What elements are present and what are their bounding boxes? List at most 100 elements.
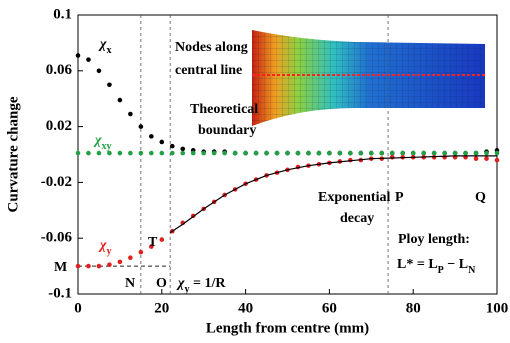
annotation: T [148, 235, 158, 250]
data-point [76, 151, 81, 156]
data-point [201, 151, 206, 156]
y-tick-label: -0.02 [41, 174, 72, 190]
annotation: χy = 1/R [176, 276, 226, 295]
annotation-part: − L [444, 257, 468, 272]
annotation: P [395, 190, 404, 205]
annotation-part: boundary [198, 123, 256, 138]
data-point [390, 151, 395, 156]
data-point [390, 155, 395, 160]
x-axis-label: Length from centre (mm) [206, 320, 369, 336]
data-point [128, 151, 133, 156]
data-point [160, 151, 165, 156]
data-point [275, 151, 280, 156]
x-tick-label: 20 [154, 300, 169, 316]
y-axis-label: Curvature change [5, 96, 21, 212]
data-point [442, 151, 447, 156]
annotation-subscript: xy [102, 141, 112, 152]
data-point [421, 151, 426, 156]
data-point [212, 151, 217, 156]
data-point [128, 255, 133, 260]
data-point [222, 151, 227, 156]
annotation-subscript: N [468, 265, 476, 276]
annotation-subscript: y [107, 246, 112, 257]
data-point [86, 57, 91, 62]
data-point [118, 260, 123, 265]
annotation: decay [340, 211, 374, 226]
data-point [306, 151, 311, 156]
annotation: L* = LP − LN [397, 257, 476, 276]
data-point [484, 156, 489, 161]
data-point [97, 264, 102, 269]
x-tick-label: 40 [238, 300, 253, 316]
data-point [495, 151, 500, 156]
annotation: boundary [198, 123, 256, 138]
annotation-part: Q [475, 190, 486, 205]
data-point [264, 151, 269, 156]
annotation-part: Ploy length: [398, 232, 470, 247]
data-point [243, 151, 248, 156]
data-point [139, 124, 144, 129]
annotation: Ploy length: [398, 232, 470, 247]
data-point [338, 151, 343, 156]
data-point [400, 151, 405, 156]
y-tick-label: 0.02 [46, 118, 72, 134]
annotation: O [156, 276, 167, 291]
y-tick-label: -0.06 [41, 230, 73, 246]
annotation: Q [475, 190, 486, 205]
data-point [180, 151, 185, 156]
annotation: Nodes along [175, 40, 248, 55]
annotation-part: M [54, 260, 67, 275]
data-point [86, 264, 91, 269]
data-point [76, 53, 81, 58]
annotation-part: P [395, 190, 404, 205]
data-point [254, 151, 259, 156]
data-point [233, 151, 238, 156]
annotation-part: Theoretical [190, 102, 258, 117]
data-point [107, 262, 112, 267]
data-point [348, 151, 353, 156]
data-point [379, 151, 384, 156]
annotation-part: T [148, 235, 158, 250]
fe-inset [252, 30, 485, 126]
data-point [474, 156, 479, 161]
data-point [411, 151, 416, 156]
y-tick-label: 0.06 [46, 62, 73, 78]
annotation: χx [98, 37, 112, 56]
annotation-subscript: x [107, 45, 112, 56]
data-point [453, 151, 458, 156]
data-point [160, 237, 165, 242]
y-tick-label: 0.1 [53, 6, 72, 22]
chart: -0.1-0.06-0.020.020.060.1020406080100Len… [0, 0, 510, 338]
data-point [128, 112, 133, 117]
annotation: N [125, 276, 135, 291]
data-point [118, 151, 123, 156]
data-point [463, 151, 468, 156]
data-point [432, 151, 437, 156]
data-point [474, 151, 479, 156]
data-point [170, 151, 175, 156]
data-point [86, 151, 91, 156]
annotation-part: L* = L [397, 257, 438, 272]
data-point [139, 250, 144, 255]
annotation: χxy [93, 133, 112, 152]
data-point [484, 151, 489, 156]
x-tick-label: 100 [486, 300, 509, 316]
annotation-part: O [156, 276, 167, 291]
data-point [149, 134, 154, 139]
data-point [97, 69, 102, 74]
annotation-part: Nodes along [175, 40, 248, 55]
data-point [139, 151, 144, 156]
data-point [170, 144, 175, 149]
annotation: Exponential [318, 190, 390, 205]
annotation-part: decay [340, 211, 374, 226]
data-point [76, 264, 81, 269]
data-point [495, 158, 500, 163]
x-tick-label: 80 [406, 300, 421, 316]
data-point [317, 151, 322, 156]
data-point [369, 151, 374, 156]
annotation: χy [98, 238, 112, 257]
data-point [149, 151, 154, 156]
x-tick-label: 0 [74, 300, 82, 316]
data-point [160, 140, 165, 145]
annotation: M [54, 260, 67, 275]
